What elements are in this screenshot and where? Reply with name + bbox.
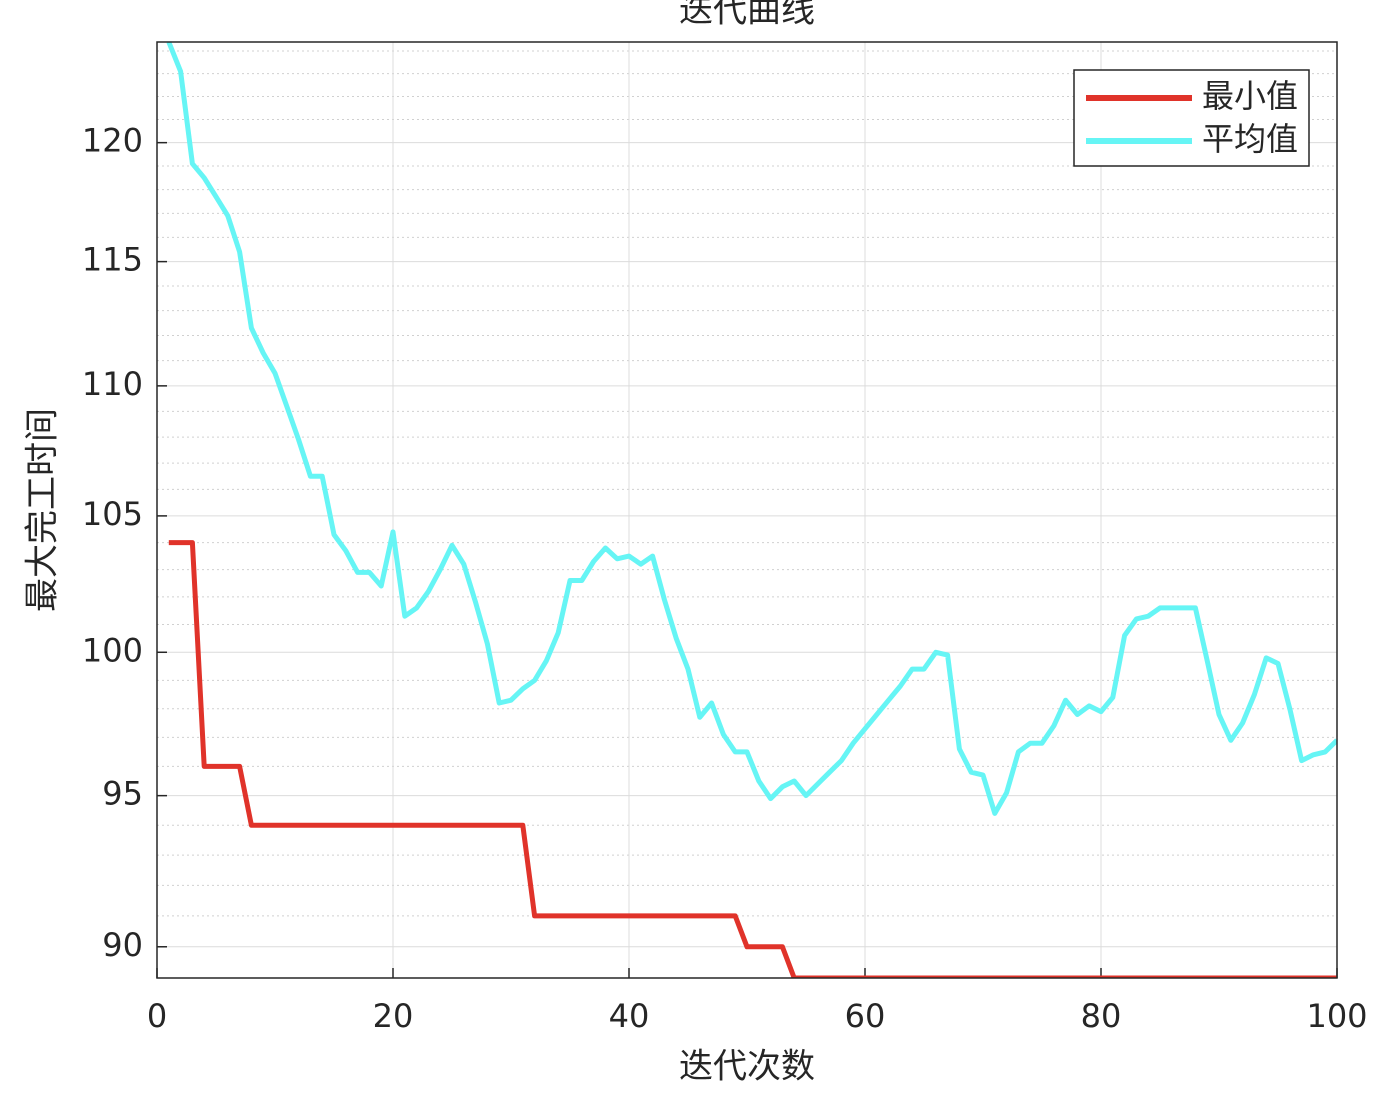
- series-line: [168, 540, 1337, 978]
- legend-label: 平均值: [1202, 120, 1298, 158]
- y-tick-label: 115: [82, 241, 143, 279]
- y-tick-label: 95: [102, 775, 143, 813]
- x-tick-label: 0: [147, 997, 167, 1035]
- y-tick-label: 110: [82, 365, 143, 403]
- y-axis-label: 最大完工时间: [23, 408, 63, 612]
- series-line: [166, 41, 1337, 816]
- y-tick-label: 120: [82, 122, 143, 160]
- x-tick-label: 40: [609, 997, 650, 1035]
- x-tick-label: 100: [1306, 997, 1367, 1035]
- y-tick-label: 100: [82, 631, 143, 669]
- axes-box: [156, 41, 1338, 979]
- chart-title: 迭代曲线: [679, 0, 815, 31]
- x-tick-label: 20: [373, 997, 414, 1035]
- x-tick-label: 60: [845, 997, 886, 1035]
- y-tick-label: 105: [82, 495, 143, 533]
- legend-label: 最小值: [1202, 77, 1298, 115]
- legend-box: [1073, 69, 1310, 167]
- x-axis-label: 迭代次数: [679, 1047, 815, 1087]
- plot-lines: [166, 41, 1337, 978]
- x-tick-label: 80: [1081, 997, 1122, 1035]
- y-tick-label: 90: [102, 926, 143, 964]
